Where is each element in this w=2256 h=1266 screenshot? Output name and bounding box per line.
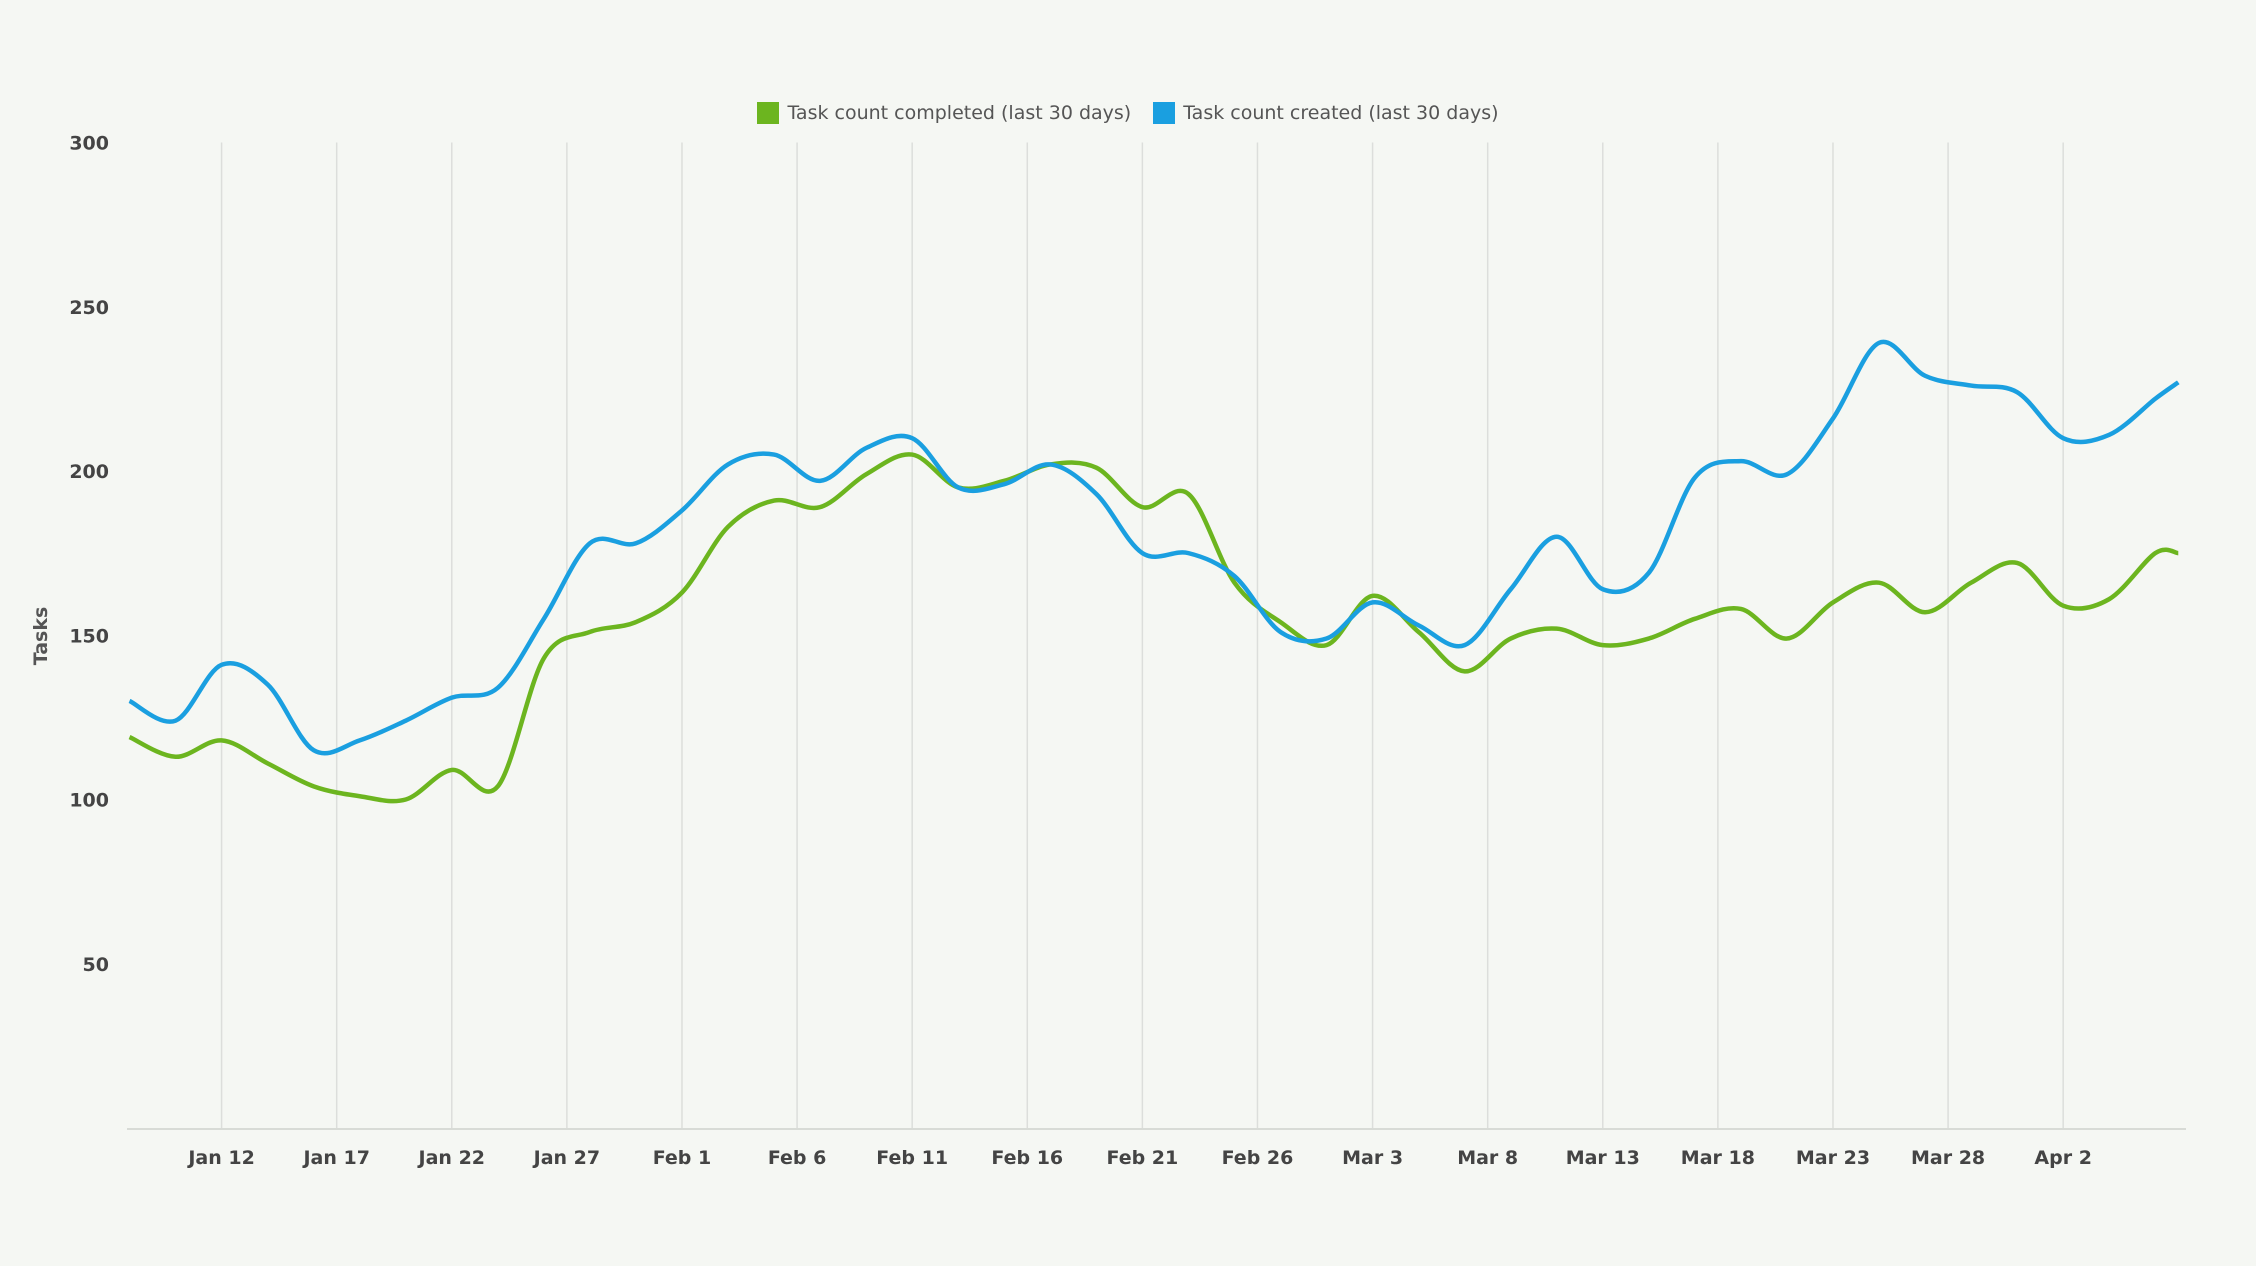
- series-lines: [128, 339, 2180, 804]
- x-tick-label: Mar 13: [1566, 1147, 1640, 1169]
- x-tick-label: Mar 3: [1342, 1147, 1403, 1169]
- y-tick-label: 250: [69, 297, 109, 319]
- x-tick-label: Feb 1: [653, 1147, 712, 1169]
- y-tick-label: 50: [83, 954, 109, 976]
- grid-lines: [220, 142, 2064, 1128]
- legend-label-completed: Task count completed (last 30 days): [787, 102, 1132, 124]
- legend-swatch-completed: [757, 102, 780, 124]
- x-tick-label: Apr 2: [2034, 1147, 2092, 1169]
- x-tick-label: Mar 28: [1911, 1147, 1985, 1169]
- legend: Task count completed (last 30 days) Task…: [0, 102, 2256, 124]
- y-tick-label: 150: [69, 625, 109, 647]
- legend-item-created[interactable]: Task count created (last 30 days): [1153, 102, 1499, 124]
- y-axis-ticks: 50 100 150 200 250 300: [69, 133, 109, 976]
- y-tick-label: 100: [69, 790, 109, 812]
- y-tick-label: 300: [69, 133, 109, 155]
- x-tick-label: Jan 17: [301, 1147, 369, 1169]
- series-line-completed[interactable]: [128, 452, 2179, 804]
- x-tick-label: Mar 18: [1681, 1147, 1755, 1169]
- x-axis-ticks: Jan 12 Jan 17 Jan 22 Jan 27 Feb 1 Feb 6 Feb 11…: [186, 1147, 2092, 1169]
- legend-swatch-created: [1153, 102, 1176, 124]
- legend-item-completed[interactable]: Task count completed (last 30 days): [757, 102, 1131, 124]
- x-tick-label: Jan 27: [532, 1147, 600, 1169]
- x-tick-label: Jan 22: [417, 1147, 485, 1169]
- x-tick-label: Mar 8: [1457, 1147, 1518, 1169]
- y-axis-label: Tasks: [30, 607, 52, 666]
- x-tick-label: Feb 11: [876, 1147, 948, 1169]
- x-tick-label: Mar 23: [1796, 1147, 1870, 1169]
- x-tick-label: Feb 21: [1106, 1147, 1178, 1169]
- x-tick-label: Feb 16: [991, 1147, 1063, 1169]
- legend-label-created: Task count created (last 30 days): [1183, 102, 1499, 124]
- x-tick-label: Feb 6: [768, 1147, 827, 1169]
- series-line-created[interactable]: [128, 339, 2180, 756]
- x-tick-label: Jan 12: [186, 1147, 254, 1169]
- y-tick-label: 200: [69, 461, 109, 483]
- x-tick-label: Feb 26: [1222, 1147, 1294, 1169]
